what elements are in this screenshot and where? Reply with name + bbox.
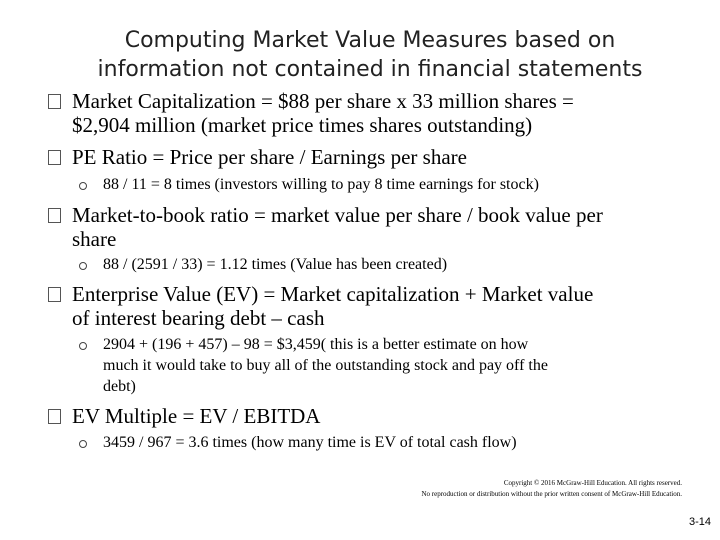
sub-bullet-text-line: 88 / 11 = 8 times (investors willing to … [103,176,539,193]
square-bullet-icon [48,94,61,109]
bullet-text-line: Market Capitalization = $88 per share x … [72,89,574,113]
bullet-item-market-cap: Market Capitalization = $88 per share x … [72,89,692,137]
bullet-text-line: of interest bearing debt – cash [72,306,325,330]
sub-bullet-text-line: much it would take to buy all of the out… [103,357,548,374]
bullet-text-line: $2,904 million (market price times share… [72,113,533,137]
bullet-item-enterprise-value: Enterprise Value (EV) = Market capitaliz… [72,282,692,330]
bullet-text-line: share [72,227,117,251]
copyright-notice: Copyright © 2016 McGraw-Hill Education. … [421,478,682,500]
sub-bullet-evm-calc: 3459 / 967 = 3.6 times (how many time is… [103,432,693,453]
bullet-text-line: EV Multiple = EV / EBITDA [72,404,321,428]
copyright-line: No reproduction or distribution without … [421,490,682,498]
sub-bullet-icon [79,262,87,270]
sub-bullet-text-line: 88 / (2591 / 33) = 1.12 times (Value has… [103,256,448,273]
sub-bullet-ev-calc: 2904 + (196 + 457) – 98 = $3,459( this i… [103,334,693,397]
sub-bullet-text-line: 3459 / 967 = 3.6 times (how many time is… [103,434,517,451]
bullet-text-line: Enterprise Value (EV) = Market capitaliz… [72,282,594,306]
bullet-item-pe-ratio: PE Ratio = Price per share / Earnings pe… [72,145,692,169]
slide-title-line-1: Computing Market Value Measures based on [124,28,616,53]
square-bullet-icon [48,150,61,165]
bullet-text-line: PE Ratio = Price per share / Earnings pe… [72,145,467,169]
slide-title-line-2: information not contained in financial s… [97,57,643,82]
sub-bullet-icon [79,182,87,190]
sub-bullet-icon [79,440,87,448]
slide-title: Computing Market Value Measures based on… [60,26,680,84]
slide-number: 3-14 [689,516,712,528]
square-bullet-icon [48,409,61,424]
sub-bullet-text-line: 2904 + (196 + 457) – 98 = $3,459( this i… [103,336,529,353]
copyright-line: Copyright © 2016 McGraw-Hill Education. … [503,479,682,487]
square-bullet-icon [48,287,61,302]
bullet-text-line: Market-to-book ratio = market value per … [72,203,603,227]
square-bullet-icon [48,208,61,223]
sub-bullet-text-line: debt) [103,378,136,395]
bullet-item-market-to-book: Market-to-book ratio = market value per … [72,203,692,251]
sub-bullet-icon [79,342,87,350]
bullet-item-ev-multiple: EV Multiple = EV / EBITDA [72,404,692,428]
sub-bullet-pe-calc: 88 / 11 = 8 times (investors willing to … [103,174,693,195]
sub-bullet-mtb-calc: 88 / (2591 / 33) = 1.12 times (Value has… [103,254,693,275]
